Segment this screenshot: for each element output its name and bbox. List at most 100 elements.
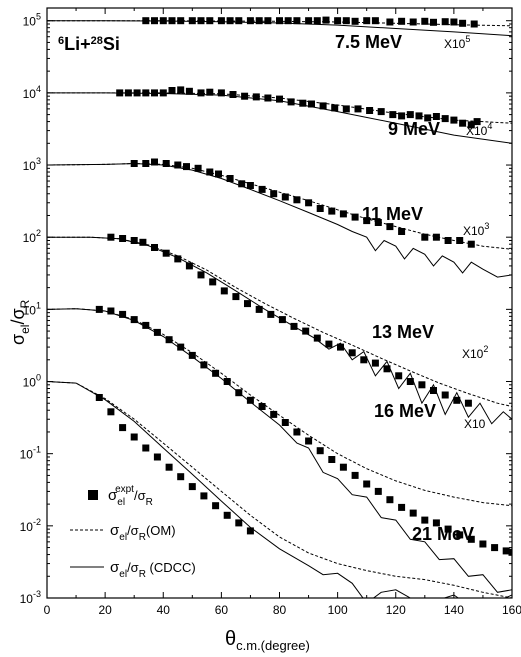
expt-point bbox=[281, 193, 289, 201]
expt-point bbox=[252, 93, 260, 101]
expt-point bbox=[107, 233, 115, 241]
expt-point bbox=[212, 502, 220, 510]
plot-frame bbox=[46, 7, 513, 599]
expt-point bbox=[165, 336, 173, 344]
cdcc-curve bbox=[47, 308, 512, 593]
y-tick-label: 103 bbox=[23, 156, 41, 173]
expt-point bbox=[246, 182, 254, 189]
y-axis-title: σel/σR bbox=[8, 299, 32, 345]
expt-point bbox=[130, 237, 138, 244]
y-tick-label: 101 bbox=[23, 300, 41, 317]
expt-point bbox=[305, 199, 313, 207]
expt-point bbox=[206, 17, 214, 25]
x-tick-label: 0 bbox=[44, 603, 51, 617]
expt-point bbox=[319, 102, 327, 110]
expt-point bbox=[162, 160, 170, 167]
expt-point bbox=[235, 17, 243, 25]
expt-point bbox=[363, 480, 371, 488]
expt-point bbox=[258, 403, 266, 410]
expt-point bbox=[165, 463, 173, 471]
expt-point bbox=[371, 17, 379, 25]
expt-point bbox=[305, 437, 313, 445]
expt-point bbox=[398, 17, 406, 25]
expt-point bbox=[450, 18, 458, 26]
expt-point bbox=[177, 343, 185, 351]
legend: σelexpt/σR σel/σR(OM) σel/σR (CDCC) bbox=[70, 484, 196, 580]
x-axis-title: θc.m.(degree) bbox=[225, 628, 310, 653]
expt-point bbox=[217, 17, 225, 25]
y-tick-label: 104 bbox=[23, 84, 41, 101]
expt-point bbox=[217, 89, 225, 97]
expt-point bbox=[142, 321, 150, 329]
expt-point bbox=[386, 18, 394, 26]
expt-point bbox=[206, 168, 214, 176]
expt-point bbox=[331, 104, 339, 112]
expt-point bbox=[389, 111, 397, 119]
expt-point bbox=[322, 16, 330, 24]
expt-point bbox=[177, 17, 185, 25]
om-curve bbox=[47, 162, 512, 250]
expt-point bbox=[153, 328, 161, 336]
energy-label: 21 MeV bbox=[412, 524, 474, 544]
expt-point bbox=[215, 170, 222, 178]
expt-point bbox=[299, 99, 307, 107]
expt-point bbox=[200, 361, 208, 369]
legend-expt-marker bbox=[88, 490, 98, 500]
data-series bbox=[47, 16, 512, 598]
expt-point bbox=[316, 447, 324, 455]
expt-point bbox=[406, 378, 414, 385]
expt-point bbox=[174, 161, 182, 169]
expt-point bbox=[130, 160, 138, 167]
expt-point bbox=[328, 207, 336, 215]
expt-point bbox=[209, 278, 217, 286]
expt-point bbox=[142, 160, 150, 167]
expt-point bbox=[130, 316, 138, 324]
expt-point bbox=[316, 205, 324, 212]
expt-point bbox=[386, 496, 394, 504]
expt-point bbox=[200, 492, 208, 500]
expt-point bbox=[453, 396, 461, 404]
expt-point bbox=[508, 548, 512, 556]
expt-point bbox=[456, 237, 464, 244]
expt-point bbox=[305, 17, 313, 25]
x-tick-label: 80 bbox=[273, 603, 287, 617]
expt-point bbox=[398, 503, 406, 511]
expt-point bbox=[255, 17, 263, 25]
expt-point bbox=[351, 213, 359, 221]
expt-point bbox=[424, 114, 432, 122]
expt-point bbox=[308, 100, 315, 108]
expt-point bbox=[235, 389, 243, 397]
expt-point bbox=[441, 115, 449, 123]
energy-label: 11 MeV bbox=[362, 204, 423, 224]
expt-point bbox=[467, 535, 475, 543]
expt-point bbox=[339, 210, 347, 218]
expt-point bbox=[383, 365, 391, 373]
expt-point bbox=[188, 17, 196, 25]
expt-point bbox=[185, 87, 193, 95]
y-tick-label: 10-1 bbox=[20, 445, 41, 462]
x-tick-label: 120 bbox=[386, 603, 406, 617]
scale-factor-label: X10 bbox=[464, 417, 486, 431]
expt-point bbox=[223, 378, 231, 385]
expt-point bbox=[415, 112, 423, 120]
expt-point bbox=[244, 300, 251, 308]
legend-om-label: σel/σR(OM) bbox=[110, 522, 176, 543]
expt-point bbox=[339, 463, 347, 471]
x-tick-label: 160 bbox=[502, 603, 521, 617]
expt-point bbox=[183, 163, 190, 171]
expt-point bbox=[337, 343, 344, 351]
x-tick-label: 40 bbox=[157, 603, 171, 617]
chart-title: 6Li+28Si bbox=[58, 34, 120, 54]
expt-point bbox=[223, 511, 231, 519]
expt-point bbox=[374, 219, 382, 226]
expt-point bbox=[334, 17, 342, 25]
expt-point bbox=[459, 119, 467, 127]
expt-point bbox=[276, 17, 283, 25]
expt-point bbox=[386, 223, 394, 231]
expt-point bbox=[229, 91, 237, 98]
expt-point bbox=[363, 217, 371, 225]
x-tick-label: 140 bbox=[444, 603, 464, 617]
expt-point bbox=[441, 391, 449, 399]
scale-factor-label: X105 bbox=[444, 34, 470, 51]
expt-point bbox=[264, 94, 272, 102]
